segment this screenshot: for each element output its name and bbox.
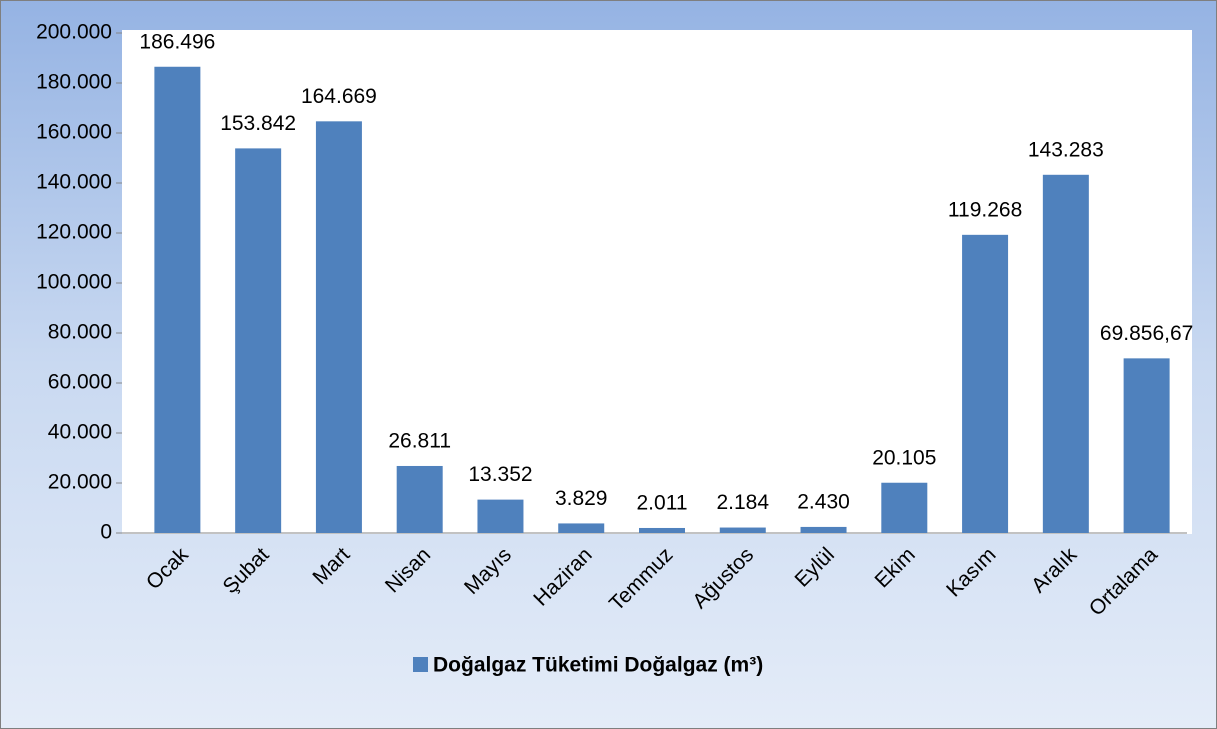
y-tick-label: 200.000: [36, 21, 112, 44]
bar: [881, 482, 928, 533]
legend-swatch: [413, 657, 428, 672]
bar: [639, 527, 685, 533]
plot-area: [122, 30, 1192, 534]
bar: [396, 465, 443, 533]
bar: [1123, 358, 1170, 533]
bar: [235, 148, 282, 533]
data-label: 153.842: [220, 112, 296, 135]
bar: [719, 527, 766, 533]
bar: [962, 234, 1009, 533]
data-label: 20.105: [872, 446, 936, 469]
y-tick-label: 160.000: [36, 121, 112, 144]
y-tick-label: 40.000: [48, 421, 112, 444]
data-label: 13.352: [468, 463, 532, 486]
bar: [558, 523, 605, 533]
legend-label: Doğalgaz Tüketimi Doğalgaz (m³): [433, 654, 763, 677]
data-label: 119.268: [948, 198, 1022, 221]
y-tick-label: 20.000: [48, 471, 112, 494]
y-tick-label: 180.000: [36, 71, 112, 94]
y-tick-label: 0: [100, 521, 112, 544]
bar: [477, 499, 524, 533]
bar: [315, 121, 362, 533]
data-label: 2.184: [716, 491, 769, 514]
data-label: 2.430: [797, 490, 850, 513]
data-label: 69.856,67: [1100, 322, 1193, 345]
data-label: 143.283: [1028, 138, 1104, 161]
y-tick-label: 100.000: [36, 271, 112, 294]
data-label: 26.811: [388, 430, 451, 453]
data-label: 3.829: [555, 487, 608, 510]
data-label: 2.011: [637, 492, 688, 515]
data-label: 164.669: [301, 85, 377, 108]
bar: [1042, 174, 1089, 534]
y-tick-label: 140.000: [36, 171, 112, 194]
y-tick-label: 120.000: [36, 221, 112, 244]
y-tick-label: 60.000: [48, 371, 112, 394]
y-tick-label: 80.000: [48, 321, 112, 344]
data-label: 186.496: [139, 30, 215, 53]
bar: [800, 526, 847, 533]
bar: [154, 66, 201, 533]
